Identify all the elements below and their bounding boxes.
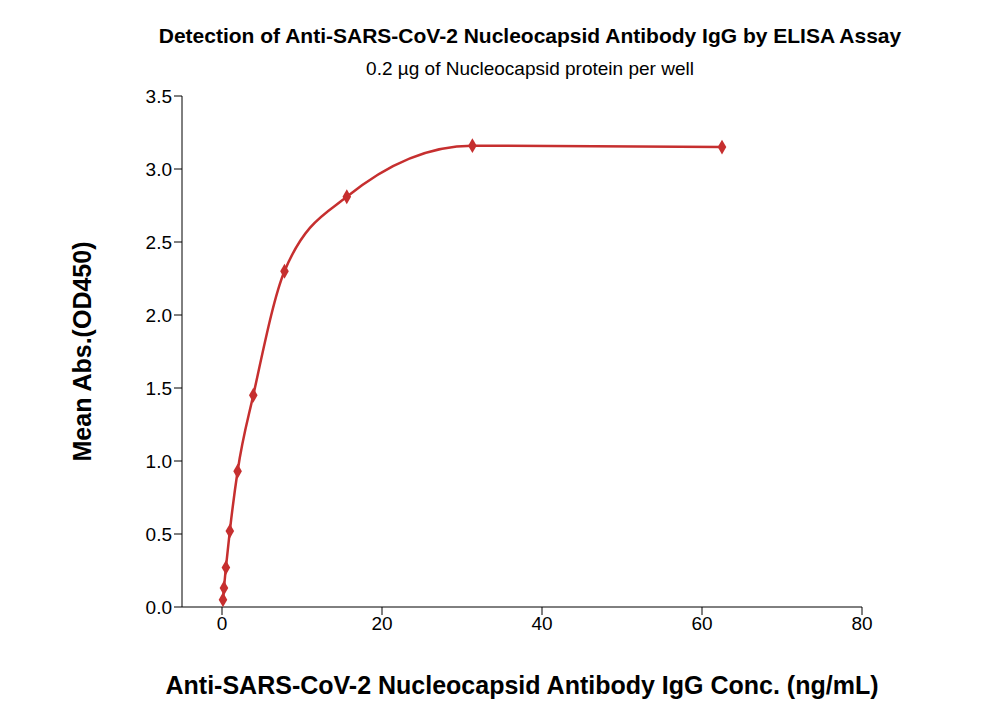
svg-text:Mean Abs.(OD450): Mean Abs.(OD450) [68, 242, 96, 462]
svg-text:0: 0 [217, 613, 228, 634]
svg-text:80: 80 [851, 613, 872, 634]
svg-text:40: 40 [531, 613, 552, 634]
svg-text:0.5: 0.5 [146, 524, 172, 545]
html-text:Detection of Anti-SARS-CoV-2 N: Detection of Anti-SARS-CoV-2 Nucleocapsi… [158, 24, 902, 47]
svg-text:2.5: 2.5 [146, 232, 172, 253]
html-text:0.2 µg of Nucleocapsid protein: 0.2 µg of Nucleocapsid protein per well [366, 58, 694, 79]
svg-text:3.5: 3.5 [146, 86, 172, 107]
svg-text:60: 60 [691, 613, 712, 634]
svg-text:2.0: 2.0 [146, 305, 172, 326]
svg-text:1.0: 1.0 [146, 451, 172, 472]
svg-text:20: 20 [371, 613, 392, 634]
svg-text:0.0: 0.0 [146, 597, 172, 618]
svg-text:Anti-SARS-CoV-2 Nucleocapsid A: Anti-SARS-CoV-2 Nucleocapsid Antibody Ig… [166, 671, 879, 699]
svg-text:1.5: 1.5 [146, 378, 172, 399]
svg-text:3.0: 3.0 [146, 159, 172, 180]
